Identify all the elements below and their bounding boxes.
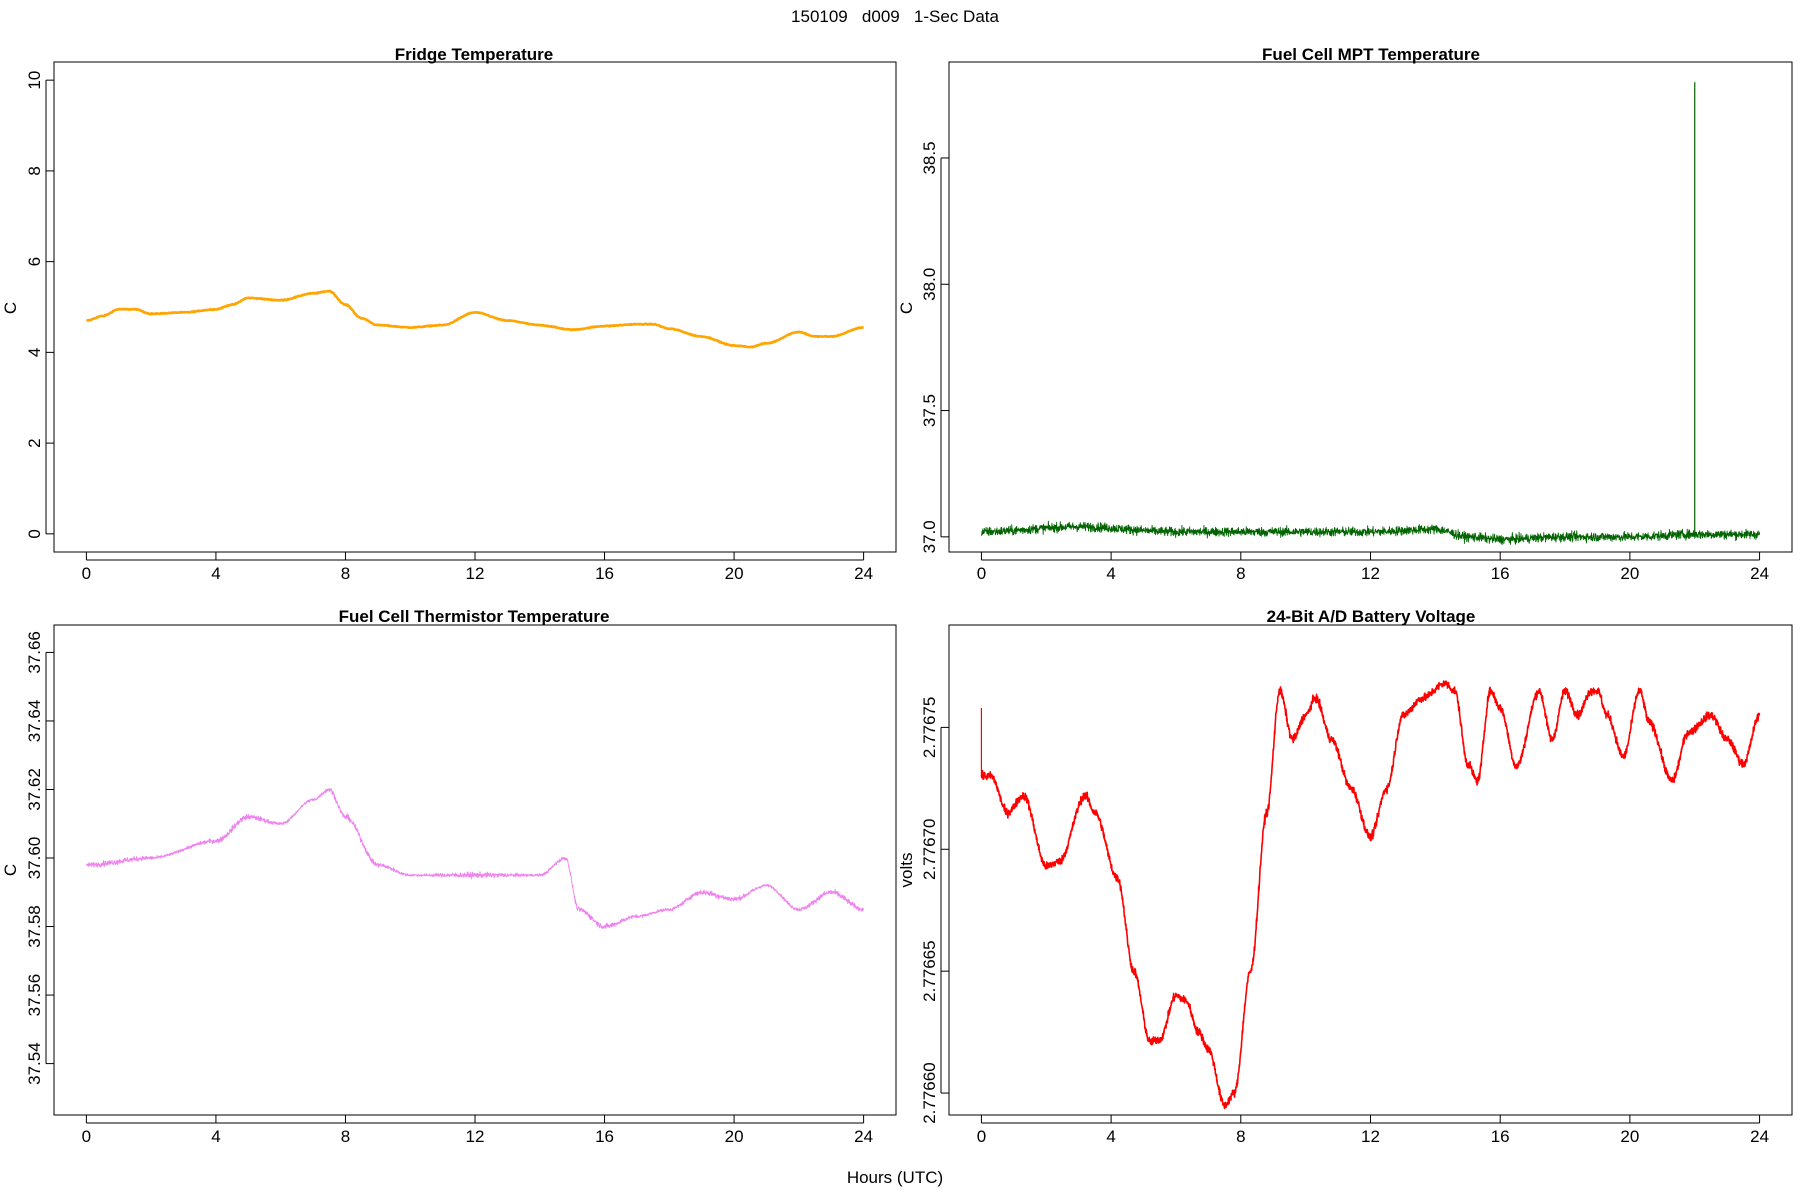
figure-suptitle: 150109 d009 1-Sec Data bbox=[791, 7, 999, 26]
y-tick-label: 37.58 bbox=[25, 905, 44, 948]
y-tick-label: 2.77675 bbox=[920, 697, 939, 758]
x-tick-label: 4 bbox=[211, 564, 220, 583]
x-tick-label: 8 bbox=[1236, 564, 1245, 583]
x-tick-label: 24 bbox=[854, 564, 873, 583]
y-tick-label: 37.66 bbox=[25, 631, 44, 674]
x-tick-label: 0 bbox=[82, 564, 91, 583]
y-tick-label: 37.56 bbox=[25, 974, 44, 1017]
y-tick-label: 2 bbox=[25, 438, 44, 447]
y-tick-label: 2.77665 bbox=[920, 940, 939, 1001]
y-tick-label: 37.5 bbox=[920, 394, 939, 427]
x-tick-label: 8 bbox=[341, 564, 350, 583]
x-tick-label: 0 bbox=[977, 1127, 986, 1146]
x-tick-label: 12 bbox=[1361, 564, 1380, 583]
y-tick-label: 0 bbox=[25, 529, 44, 538]
y-tick-label: 38.0 bbox=[920, 268, 939, 301]
x-tick-label: 20 bbox=[725, 564, 744, 583]
x-tick-label: 16 bbox=[595, 1127, 614, 1146]
x-tick-label: 20 bbox=[725, 1127, 744, 1146]
x-tick-label: 20 bbox=[1620, 1127, 1639, 1146]
y-tick-label: 37.64 bbox=[25, 700, 44, 743]
x-tick-label: 16 bbox=[1491, 564, 1510, 583]
x-tick-label: 16 bbox=[595, 564, 614, 583]
x-tick-label: 4 bbox=[211, 1127, 220, 1146]
y-tick-label: 38.5 bbox=[920, 141, 939, 174]
x-tick-label: 16 bbox=[1491, 1127, 1510, 1146]
x-tick-label: 4 bbox=[1106, 1127, 1115, 1146]
panel-title: 24-Bit A/D Battery Voltage bbox=[1267, 607, 1476, 626]
y-tick-label: 2.77670 bbox=[920, 819, 939, 880]
series-line bbox=[980, 680, 1761, 1110]
x-tick-label: 24 bbox=[1750, 1127, 1769, 1146]
x-tick-label: 12 bbox=[466, 1127, 485, 1146]
panel-fuel-cell-thermistor-temperature: Fuel Cell Thermistor Temperature C 0 4 8 12… bbox=[1, 607, 897, 1146]
y-tick-label: 8 bbox=[25, 166, 44, 175]
y-axis-label: C bbox=[1, 864, 20, 876]
panel-title: Fuel Cell Thermistor Temperature bbox=[339, 607, 610, 626]
x-tick-label: 8 bbox=[341, 1127, 350, 1146]
y-tick-label: 37.0 bbox=[920, 520, 939, 553]
y-tick-label: 37.62 bbox=[25, 768, 44, 811]
x-tick-label: 12 bbox=[466, 564, 485, 583]
y-axis-label: volts bbox=[897, 853, 916, 888]
y-tick-label: 37.54 bbox=[25, 1042, 44, 1085]
x-tick-label: 4 bbox=[1106, 564, 1115, 583]
series-line bbox=[980, 520, 1761, 546]
x-tick-label: 24 bbox=[1750, 564, 1769, 583]
x-tick-label: 24 bbox=[854, 1127, 873, 1146]
x-tick-label: 20 bbox=[1620, 564, 1639, 583]
x-tick-label: 0 bbox=[977, 564, 986, 583]
panel-fuel-cell-mpt-temperature: Fuel Cell MPT Temperature C 0 4 8 12 16 20 24 3… bbox=[897, 45, 1793, 583]
x-tick-label: 12 bbox=[1361, 1127, 1380, 1146]
y-axis-label: C bbox=[897, 302, 916, 314]
figure-xlabel: Hours (UTC) bbox=[847, 1168, 943, 1187]
series-line bbox=[85, 788, 864, 929]
panel-title: Fridge Temperature bbox=[395, 45, 553, 64]
y-tick-label: 4 bbox=[25, 348, 44, 357]
y-tick-label: 6 bbox=[25, 257, 44, 266]
y-tick-label: 10 bbox=[25, 71, 44, 90]
y-tick-label: 2.77660 bbox=[920, 1062, 939, 1123]
series-line bbox=[85, 289, 865, 349]
panel-title: Fuel Cell MPT Temperature bbox=[1262, 45, 1480, 64]
panel-battery-voltage: 24-Bit A/D Battery Voltage volts 0 4 8 12 16… bbox=[897, 607, 1793, 1146]
x-tick-label: 0 bbox=[82, 1127, 91, 1146]
y-tick-label: 37.60 bbox=[25, 837, 44, 880]
x-tick-label: 8 bbox=[1236, 1127, 1245, 1146]
y-axis-label: C bbox=[1, 302, 20, 314]
